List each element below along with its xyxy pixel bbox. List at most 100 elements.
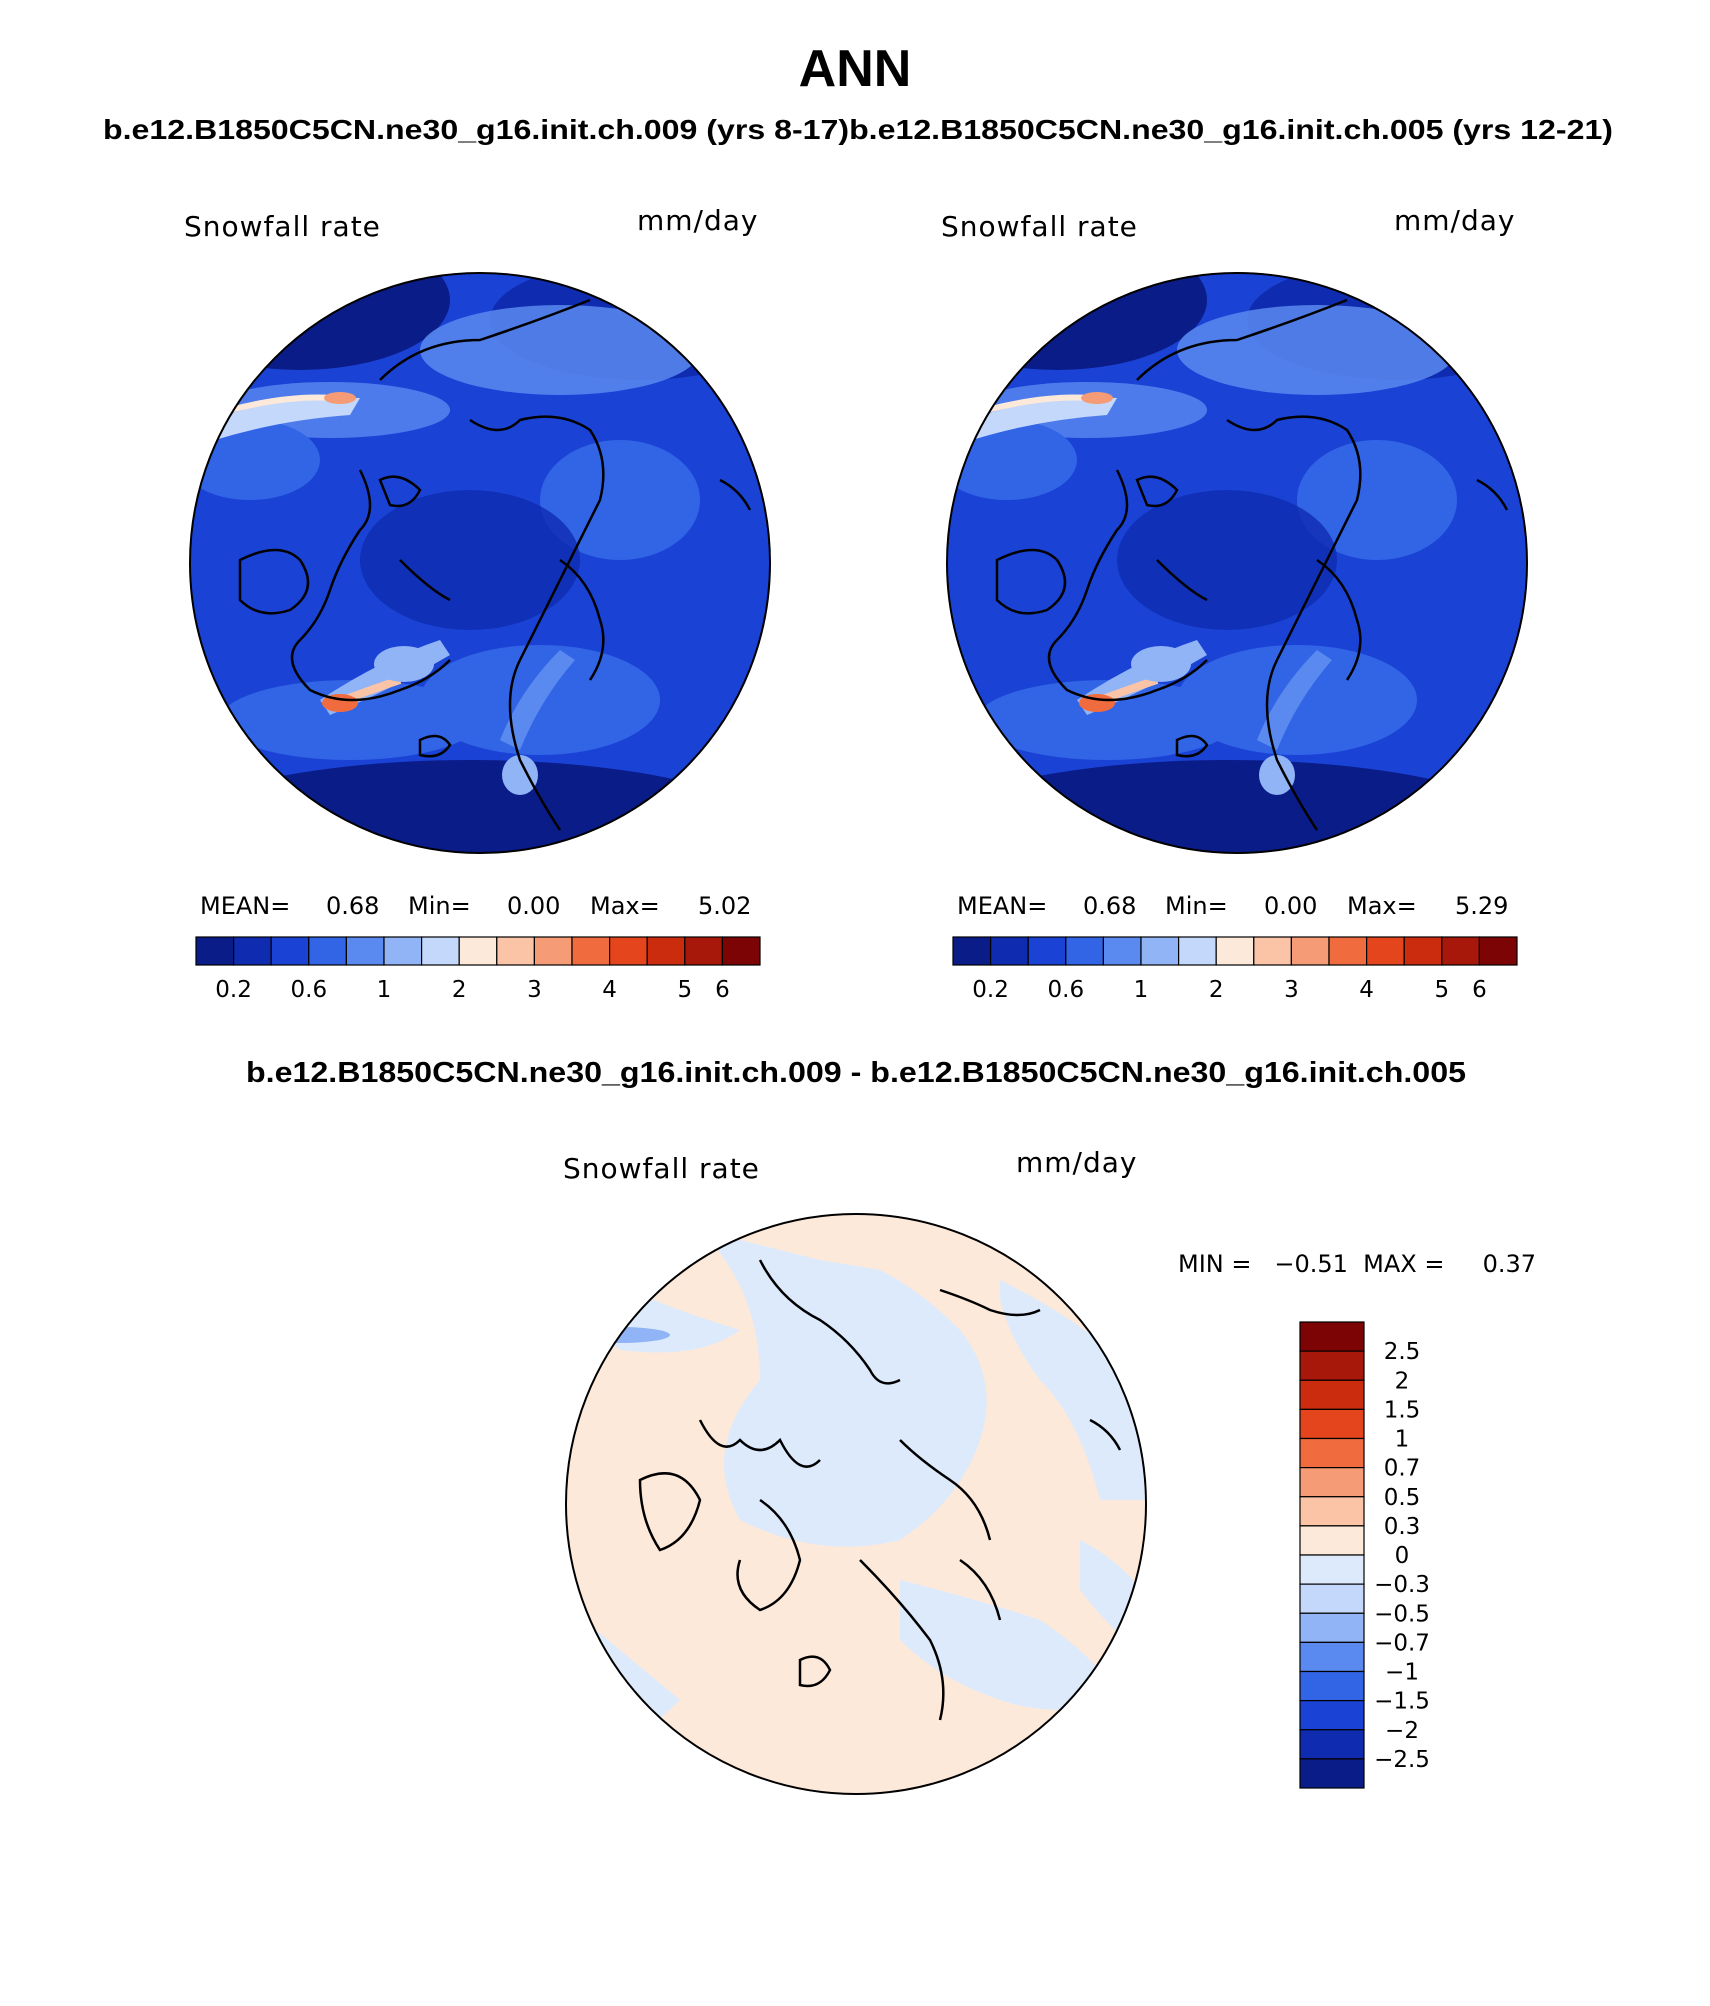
left-colorbar-tick-label: 6: [715, 977, 730, 1003]
right-colorbar-swatch: [1027, 936, 1067, 966]
diff-units-label: mm/day: [1016, 1146, 1138, 1179]
right-units-label: mm/day: [1394, 204, 1516, 237]
right-colorbar-swatch: [1140, 936, 1180, 966]
left-colorbar: 0.2 0.6 1 2 3 4 5 6: [195, 936, 761, 1003]
right-colorbar-swatch: [989, 936, 1029, 966]
right-colorbar-tick-label: 3: [1284, 977, 1299, 1003]
diff-colorbar-swatch: [1299, 1350, 1365, 1381]
right-mean-label: MEAN=: [957, 892, 1047, 920]
right-colorbar-swatch: [1328, 936, 1368, 966]
left-colorbar-swatch: [383, 936, 423, 966]
right-colorbar-tick-label: 2: [1209, 977, 1224, 1003]
right-colorbar-swatch: [1441, 936, 1481, 966]
left-min-label: Min=: [408, 892, 471, 920]
right-colorbar-tick-label: 0.6: [1048, 977, 1085, 1003]
right-polar-map: [947, 273, 1527, 853]
right-colorbar-swatch: [1253, 936, 1293, 966]
diff-colorbar-swatch: [1299, 1467, 1365, 1498]
diff-colorbar-swatch: [1299, 1583, 1365, 1614]
right-mean-value: 0.68: [1083, 892, 1136, 920]
diff-colorbar-swatch: [1299, 1321, 1365, 1352]
diff-colorbar-tick-label: −0.7: [1374, 1630, 1430, 1656]
left-colorbar-swatch: [721, 936, 761, 966]
diff-colorbar-tick-label: 0.7: [1384, 1456, 1421, 1482]
right-colorbar-swatch: [1102, 936, 1142, 966]
right-colorbar-tick-label: 6: [1472, 977, 1487, 1003]
diff-colorbar-swatch: [1299, 1700, 1365, 1731]
right-colorbar-swatch: [1478, 936, 1518, 966]
diff-map-border: [565, 1213, 1147, 1795]
right-colorbar-swatch: [1177, 936, 1217, 966]
diff-colorbar-tick-label: 2: [1395, 1368, 1410, 1394]
left-mean-value: 0.68: [326, 892, 379, 920]
diff-colorbar-swatch: [1299, 1612, 1365, 1643]
difference-polar-map: [566, 1214, 1146, 1794]
right-map-border: [946, 272, 1528, 854]
diff-colorbar-tick-label: −2: [1385, 1718, 1419, 1744]
left-colorbar-swatch: [571, 936, 611, 966]
figure-subtitle: b.e12.B1850C5CN.ne30_g16.init.ch.009 (yr…: [103, 114, 1613, 145]
diff-colorbar-swatch: [1299, 1670, 1365, 1702]
left-colorbar-swatch: [684, 936, 723, 966]
difference-title: b.e12.B1850C5CN.ne30_g16.init.ch.009 - b…: [246, 1057, 1466, 1089]
left-polar-map: [190, 273, 770, 853]
left-colorbar-swatch: [270, 936, 310, 966]
left-colorbar-swatch: [195, 936, 235, 966]
right-colorbar-swatch: [1290, 936, 1330, 966]
left-min-value: 0.00: [507, 892, 560, 920]
left-colorbar-swatch: [345, 936, 385, 966]
left-colorbar-swatch: [608, 936, 648, 966]
left-colorbar-tick-label: 4: [602, 977, 617, 1003]
left-map-border: [189, 272, 771, 854]
diff-colorbar-swatch: [1299, 1641, 1365, 1673]
diff-colorbar-tick-label: −0.3: [1374, 1572, 1430, 1598]
diff-colorbar-tick-label: 1.5: [1384, 1397, 1421, 1423]
left-colorbar-swatch: [533, 936, 573, 966]
figure-title: ANN: [799, 40, 912, 98]
diff-colorbar-tick-label: −2.5: [1374, 1747, 1430, 1773]
diff-colorbar-tick-label: −0.5: [1374, 1601, 1430, 1627]
diff-colorbar-tick-label: 0.5: [1384, 1485, 1421, 1511]
right-colorbar-tick-label: 1: [1134, 977, 1149, 1003]
right-colorbar-swatch: [952, 936, 992, 966]
diff-colorbar-swatch: [1299, 1379, 1365, 1410]
right-max-label: Max=: [1347, 892, 1417, 920]
right-colorbar-tick-label: 5: [1434, 977, 1449, 1003]
difference-colorbar: 2.5 2 1.5 1 0.7 0.5 0.3 0 −0.3 −0.5 −0.7 −1 −1.5 −2 −2…: [1299, 1321, 1430, 1789]
diff-colorbar-tick-label: 0.3: [1384, 1514, 1421, 1540]
diff-colorbar-tick-label: −1.5: [1374, 1689, 1430, 1715]
left-colorbar-swatch: [646, 936, 686, 966]
left-colorbar-swatch: [496, 936, 535, 966]
right-max-value: 5.29: [1455, 892, 1508, 920]
diff-colorbar-tick-label: 2.5: [1384, 1339, 1421, 1365]
right-min-label: Min=: [1165, 892, 1228, 920]
right-variable-label: Snowfall rate: [941, 210, 1138, 243]
left-colorbar-tick-label: 1: [377, 977, 392, 1003]
left-colorbar-tick-label: 0.6: [291, 977, 328, 1003]
diff-colorbar-swatch: [1299, 1729, 1365, 1760]
diff-colorbar-tick-label: 1: [1395, 1427, 1410, 1453]
left-variable-label: Snowfall rate: [184, 210, 381, 243]
left-colorbar-swatch: [458, 936, 498, 966]
right-colorbar-swatch: [1365, 936, 1405, 966]
right-colorbar-swatch: [1403, 936, 1443, 966]
left-mean-label: MEAN=: [200, 892, 290, 920]
left-colorbar-tick-label: 2: [452, 977, 467, 1003]
left-colorbar-swatch: [308, 936, 347, 966]
diff-colorbar-swatch: [1299, 1758, 1365, 1789]
right-colorbar-swatch: [1065, 936, 1105, 966]
right-colorbar: 0.2 0.6 1 2 3 4 5 6: [952, 936, 1518, 1003]
left-stats: MEAN= 0.68 Min= 0.00 Max= 5.02: [200, 892, 751, 920]
diff-colorbar-swatch: [1299, 1408, 1365, 1440]
diff-colorbar-tick-label: 0: [1395, 1543, 1410, 1569]
diff-colorbar-swatch: [1299, 1437, 1365, 1469]
left-max-label: Max=: [590, 892, 660, 920]
right-colorbar-swatch: [1215, 936, 1255, 966]
left-colorbar-tick-label: 5: [677, 977, 692, 1003]
left-units-label: mm/day: [637, 204, 759, 237]
right-colorbar-tick-label: 4: [1359, 977, 1374, 1003]
left-colorbar-tick-label: 0.2: [215, 977, 252, 1003]
diff-minmax-label: MIN = −0.51 MAX = 0.37: [1178, 1250, 1536, 1278]
left-colorbar-tick-label: 3: [527, 977, 542, 1003]
